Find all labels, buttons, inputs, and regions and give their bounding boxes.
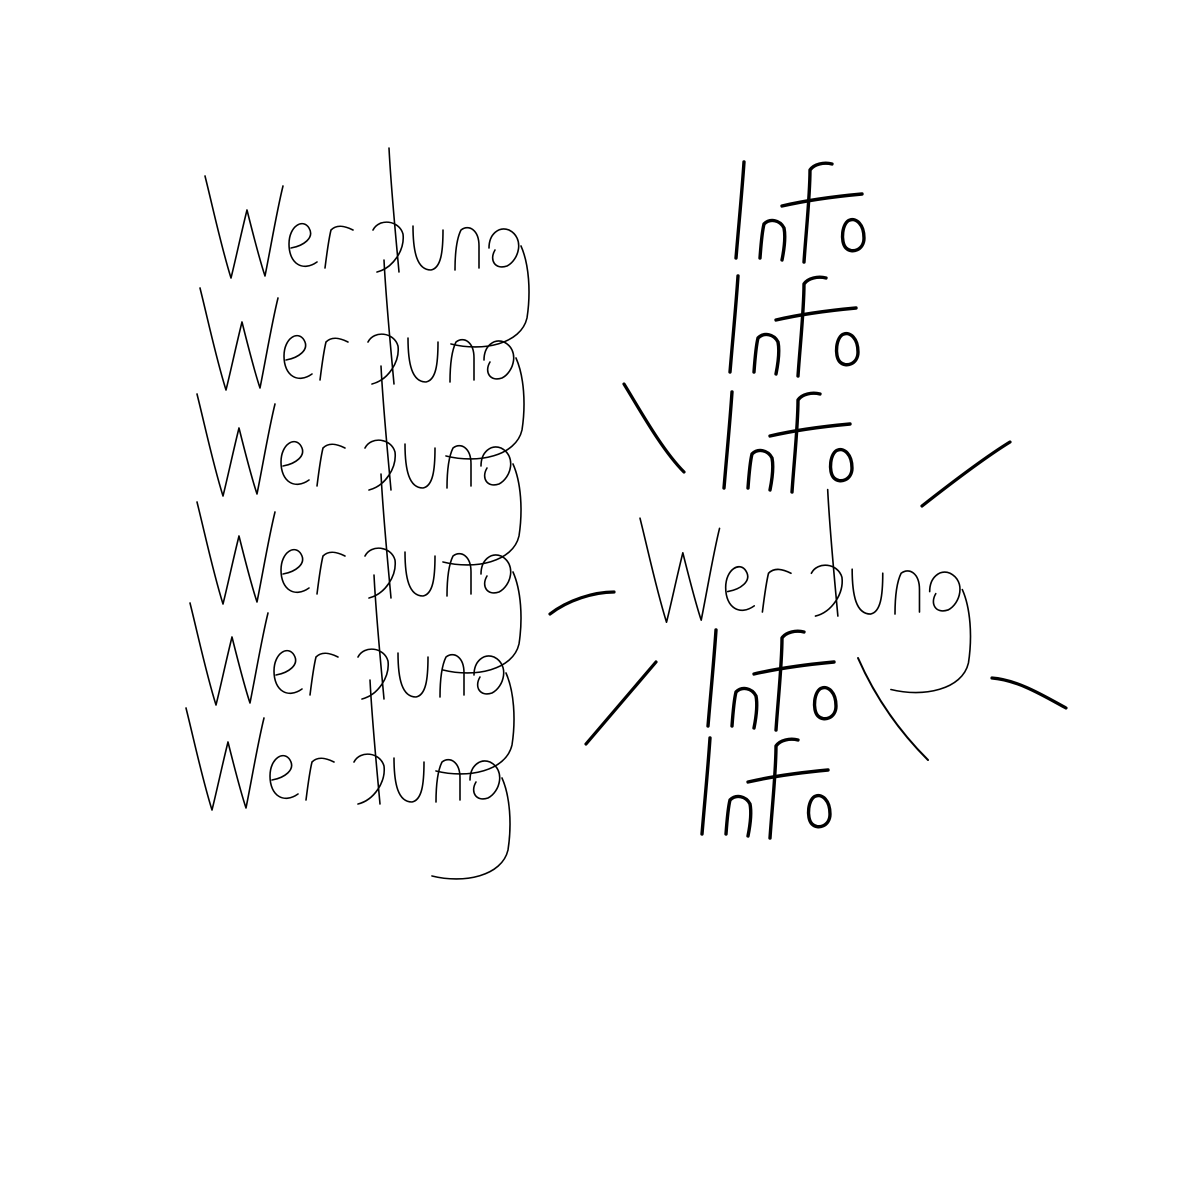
emphasis-stroke-lower-center — [857, 657, 929, 761]
info-word — [700, 736, 832, 840]
emphasis-stroke-upper-right — [920, 440, 1012, 508]
info-word — [706, 628, 838, 732]
werbung-word — [204, 147, 530, 348]
werbung-word — [189, 574, 515, 775]
emphasis-strokes — [548, 382, 1068, 761]
emphasis-stroke-lower-right — [990, 676, 1068, 710]
info-word — [722, 390, 854, 494]
werbung-word-highlighted — [639, 488, 972, 694]
emphasis-stroke-lower-left — [584, 660, 658, 746]
info-word — [734, 160, 866, 264]
werbung-word — [196, 365, 522, 566]
werbung-word — [196, 473, 522, 674]
right-column — [639, 160, 972, 840]
emphasis-stroke-left — [548, 590, 616, 616]
emphasis-stroke-upper-left — [622, 382, 686, 474]
werbung-word — [199, 259, 525, 460]
werbung-word — [185, 679, 511, 880]
info-word — [728, 274, 860, 378]
left-column — [185, 147, 530, 880]
